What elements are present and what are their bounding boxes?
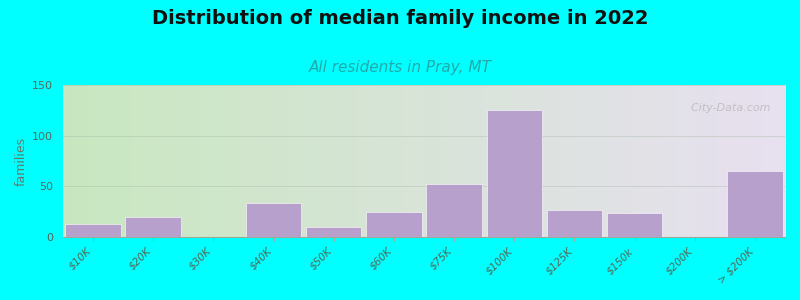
Bar	[607, 213, 662, 237]
Bar	[246, 203, 301, 237]
Bar	[366, 212, 422, 237]
Text: Distribution of median family income in 2022: Distribution of median family income in …	[152, 9, 648, 28]
Bar	[426, 184, 482, 237]
Text: City-Data.com: City-Data.com	[684, 103, 770, 113]
Y-axis label: families: families	[15, 136, 28, 185]
Text: All residents in Pray, MT: All residents in Pray, MT	[309, 60, 491, 75]
Bar	[486, 110, 542, 237]
Bar	[727, 171, 782, 237]
Bar	[306, 227, 362, 237]
Bar	[126, 217, 181, 237]
Bar	[66, 224, 121, 237]
Bar	[546, 210, 602, 237]
